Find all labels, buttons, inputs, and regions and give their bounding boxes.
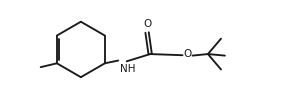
Text: O: O <box>143 19 151 29</box>
Text: NH: NH <box>120 64 135 74</box>
Text: O: O <box>184 49 192 59</box>
